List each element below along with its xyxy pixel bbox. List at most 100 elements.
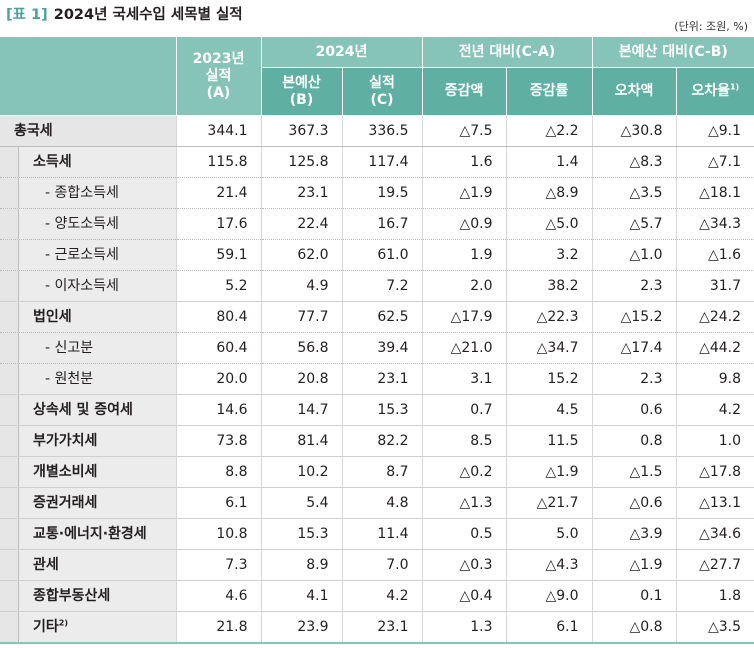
row-label-cell: 부가가치세 (0, 425, 176, 457)
table-title: 2024년 국세수입 세목별 실적 (53, 6, 243, 23)
table-cell: △30.8 (591, 115, 677, 147)
table-cell: 60.4 (175, 332, 261, 364)
table-cell: 17.6 (175, 208, 261, 240)
table-cell: 1.4 (505, 146, 593, 178)
row-label: 종합부동산세 (33, 588, 111, 604)
table-cell: 19.5 (341, 177, 423, 209)
table-cell: △21.0 (421, 332, 507, 364)
col-2023-letter: (A) (206, 84, 231, 101)
table-cell: 23.1 (341, 363, 423, 395)
table-cell: △1.0 (591, 239, 677, 271)
table-cell: 3.1 (421, 363, 507, 395)
table-cell: △8.3 (591, 146, 677, 178)
table-cell: △0.9 (421, 208, 507, 240)
row-label: - 종합소득세 (45, 185, 119, 201)
table-cell: 38.2 (505, 270, 593, 302)
table-cell: △17.8 (675, 456, 754, 488)
table-cell: 2.0 (421, 270, 507, 302)
table-cell: △1.9 (505, 456, 593, 488)
table-cell: △9.1 (675, 115, 754, 147)
tax-revenue-table: 2023년 실적 (A) 2024년 전년 대비(C-A) 본예산 대비(C-B… (0, 37, 754, 644)
table-cell: 14.6 (175, 394, 261, 426)
row-label-cell: 종합부동산세 (0, 580, 176, 612)
table-cell: △4.3 (505, 549, 593, 581)
table-cell: 4.6 (175, 580, 261, 612)
table-cell: 3.2 (505, 239, 593, 271)
row-label-cell: 교통·에너지·환경세 (0, 518, 176, 550)
row-label-box: 기타2) (18, 612, 176, 642)
table-cell: △17.4 (591, 332, 677, 364)
table-cell: △1.3 (421, 487, 507, 519)
col-actual-label: 실적 (369, 74, 395, 91)
table-cell: 5.4 (260, 487, 342, 519)
row-label-box: - 신고분 (18, 333, 176, 363)
table-cell: △3.5 (591, 177, 677, 209)
row-label: - 양도소득세 (45, 216, 119, 232)
row-label-cell: - 양도소득세 (0, 208, 176, 240)
table-cell: 336.5 (341, 115, 423, 147)
table-cell: 0.5 (421, 518, 507, 550)
table-row: - 이자소득세 5.2 4.9 7.2 2.0 38.2 2.3 31.7 (0, 270, 754, 302)
row-label: 교통·에너지·환경세 (33, 526, 147, 542)
table-cell: 21.4 (175, 177, 261, 209)
row-label-box: 종합부동산세 (18, 581, 176, 611)
table-caption: [표 1] 2024년 국세수입 세목별 실적 (6, 2, 243, 24)
table-cell: 10.8 (175, 518, 261, 550)
table-cell: 7.2 (341, 270, 423, 302)
table-cell: 1.6 (421, 146, 507, 178)
table-cell: 15.2 (505, 363, 593, 395)
table-cell: △17.9 (421, 301, 507, 333)
table-cell: 5.0 (505, 518, 593, 550)
row-label: - 근로소득세 (45, 247, 119, 263)
table-cell: 125.8 (260, 146, 342, 178)
col-header-2024: 2024년 (260, 37, 423, 68)
table-cell: 20.0 (175, 363, 261, 395)
col-header-err-amount: 오차액 (591, 67, 677, 116)
table-cell: △1.5 (591, 456, 677, 488)
table-cell: △18.1 (675, 177, 754, 209)
table-cell: △0.8 (591, 611, 677, 644)
table-cell: △1.9 (421, 177, 507, 209)
table-cell: 73.8 (175, 425, 261, 457)
table-row: 관세 7.3 8.9 7.0 △0.3 △4.3 △1.9 △27.7 (0, 549, 754, 581)
header-corner (0, 37, 176, 116)
table-cell: 7.0 (341, 549, 423, 581)
table-cell: 0.8 (591, 425, 677, 457)
row-label-cell: 총국세 (0, 115, 176, 147)
footnote-marker: 2) (58, 618, 68, 628)
row-label-cell: - 근로소득세 (0, 239, 176, 271)
table-cell: 9.8 (675, 363, 754, 395)
row-label-cell: 법인세 (0, 301, 176, 333)
col-header-vs-budget: 본예산 대비(C-B) (591, 37, 754, 68)
table-cell: 367.3 (260, 115, 342, 147)
row-label-cell: 상속세 및 증여세 (0, 394, 176, 426)
row-label-box: 증권거래세 (18, 488, 176, 518)
table-cell: 8.5 (421, 425, 507, 457)
table-cell: △22.3 (505, 301, 593, 333)
row-label-cell: - 신고분 (0, 332, 176, 364)
col-header-yoy: 전년 대비(C-A) (421, 37, 593, 68)
row-label: - 이자소득세 (45, 278, 119, 294)
table-cell: 22.4 (260, 208, 342, 240)
table-cell: 20.8 (260, 363, 342, 395)
table-cell: 115.8 (175, 146, 261, 178)
table-cell: 80.4 (175, 301, 261, 333)
col-actual-letter: (C) (370, 91, 394, 108)
table-row: - 근로소득세 59.1 62.0 61.0 1.9 3.2 △1.0 △1.6 (0, 239, 754, 271)
table-cell: 59.1 (175, 239, 261, 271)
row-label: 관세 (33, 557, 59, 573)
table-cell: 62.5 (341, 301, 423, 333)
table-cell: 117.4 (341, 146, 423, 178)
col-2023-actual: 실적 (205, 67, 232, 84)
col-header-budget: 본예산 (B) (260, 67, 342, 116)
col-err-rate-label: 오차율 (691, 83, 730, 99)
row-label-cell: - 종합소득세 (0, 177, 176, 209)
row-label-cell: 증권거래세 (0, 487, 176, 519)
table-cell: 4.2 (675, 394, 754, 426)
row-label-box: - 양도소득세 (18, 209, 176, 239)
row-label: - 신고분 (45, 340, 94, 356)
table-row: - 원천분 20.0 20.8 23.1 3.1 15.2 2.3 9.8 (0, 363, 754, 395)
table-cell: 4.2 (341, 580, 423, 612)
col-header-err-rate: 오차율1) (675, 67, 754, 116)
table-row: 부가가치세 73.8 81.4 82.2 8.5 11.5 0.8 1.0 (0, 425, 754, 457)
